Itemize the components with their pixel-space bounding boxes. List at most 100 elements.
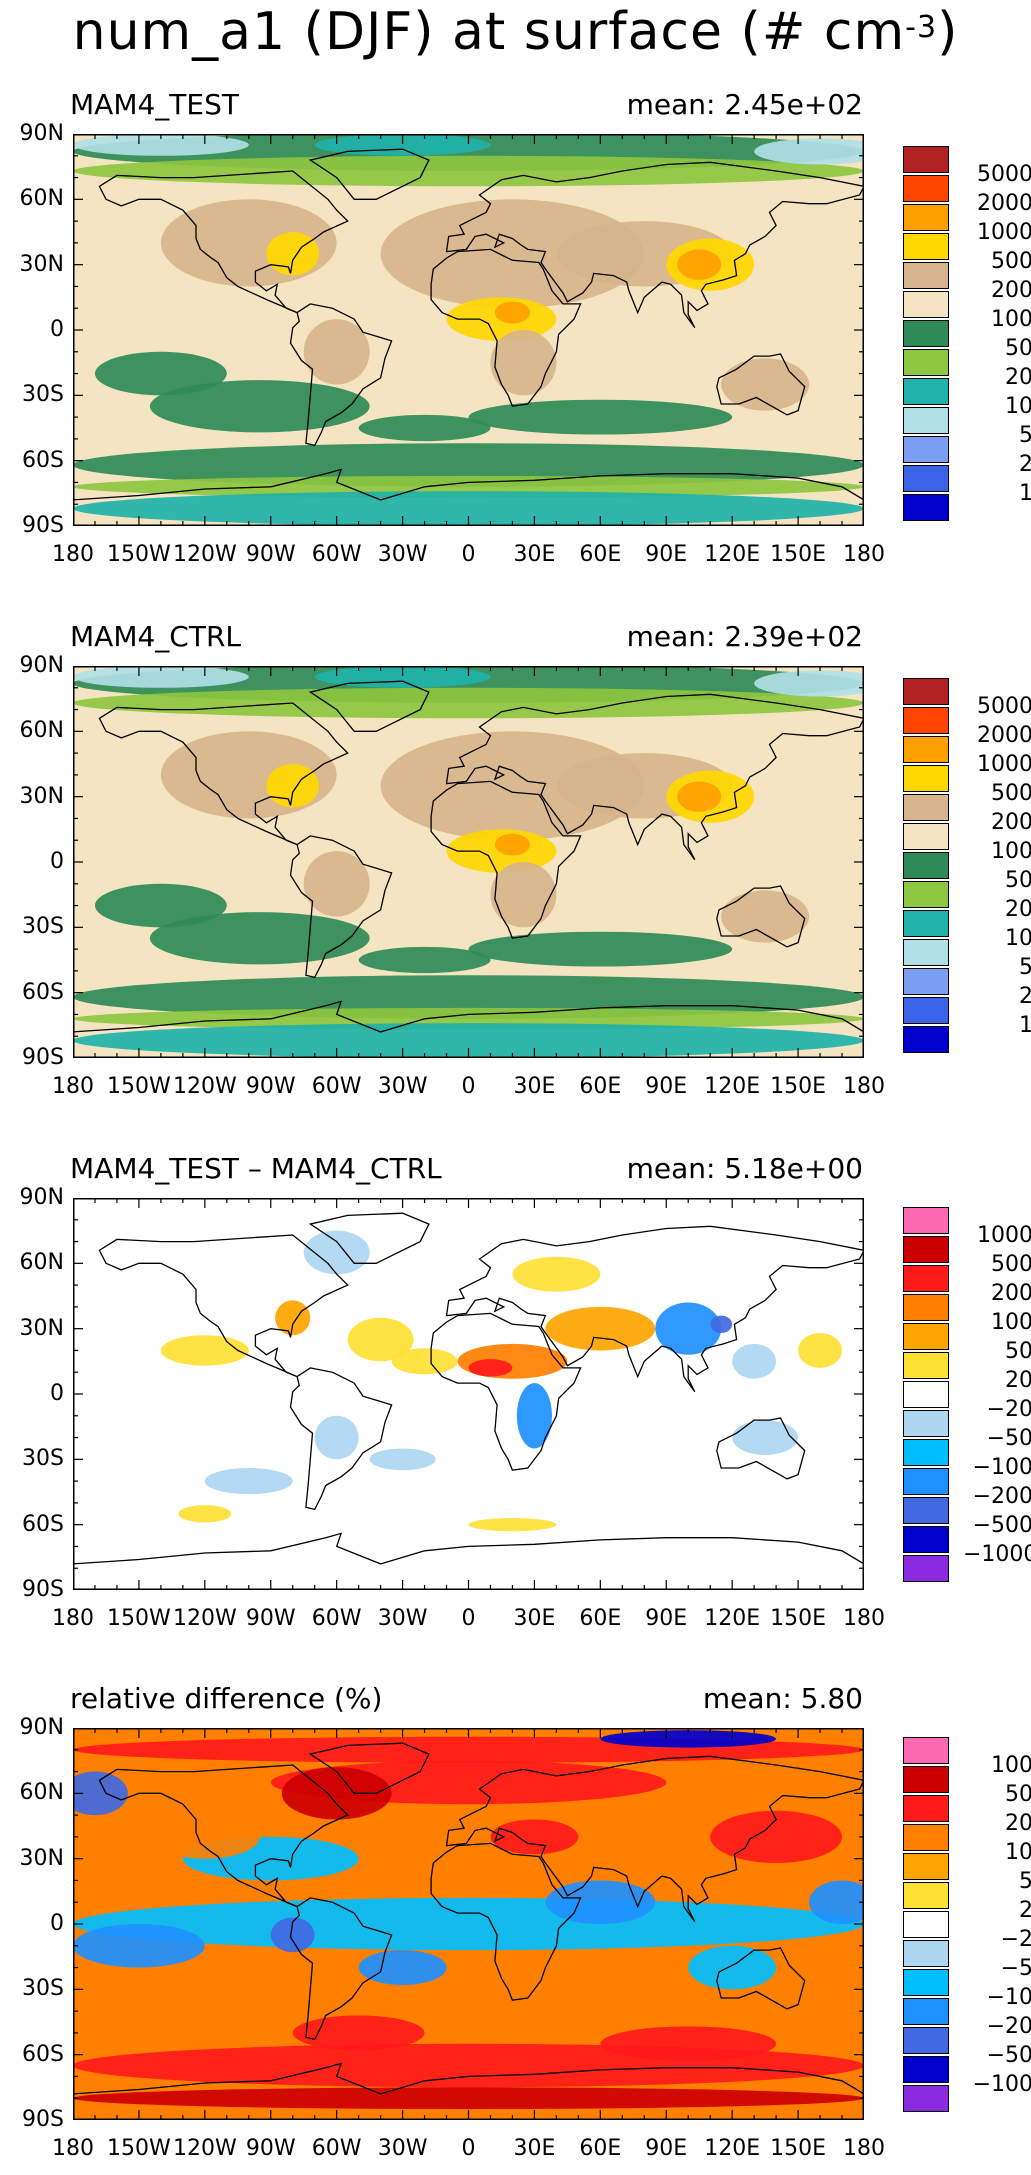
contour-region: [303, 851, 370, 917]
longitude-label: 90E: [645, 542, 688, 567]
contour-region: [303, 1230, 370, 1275]
legend-label: −2: [1000, 1927, 1031, 1952]
legend-swatch: [903, 1911, 949, 1938]
legend-label: 5: [1019, 955, 1031, 980]
legend-label: 50: [1005, 1782, 1031, 1807]
contour-region: [468, 399, 733, 435]
contour-region: [94, 883, 227, 928]
contour-region: [468, 1359, 513, 1377]
legend-label: 100: [991, 839, 1031, 864]
contour-region: [754, 138, 864, 165]
legend-swatch: [903, 852, 949, 879]
contour-region: [490, 1819, 579, 1855]
contour-region: [732, 1343, 777, 1379]
latitude-label: 90S: [22, 513, 64, 538]
legend-label: 1000: [977, 220, 1031, 245]
latitude-label: 30S: [22, 1446, 64, 1472]
longitude-label: 120E: [704, 2136, 761, 2161]
contour-region: [358, 1950, 447, 1985]
legend-label: 10: [1005, 926, 1031, 951]
longitude-label: 30W: [377, 1606, 428, 1631]
latitude-label: 60S: [22, 2041, 64, 2067]
contour-region: [516, 1383, 552, 1449]
contour-region: [303, 319, 370, 385]
contour-region: [468, 931, 733, 967]
legend-swatch: [903, 1766, 949, 1793]
contour-region: [677, 249, 722, 280]
contour-region: [204, 1468, 293, 1495]
contour-region: [94, 351, 227, 396]
contour-region: [677, 781, 722, 812]
latitude-label: 30N: [19, 1845, 64, 1871]
legend-swatch: [903, 233, 949, 260]
latitude-label: 30N: [19, 783, 64, 809]
panel-title: MAM4_TEST: [70, 88, 239, 121]
legend-swatch: [903, 678, 949, 705]
legend-swatch: [903, 262, 949, 289]
legend-label: 20: [1005, 897, 1031, 922]
legend-swatch: [903, 1969, 949, 1996]
latitude-label: 0: [50, 1911, 64, 1936]
legend-label: 5: [1019, 423, 1031, 448]
contour-region: [468, 1518, 557, 1532]
legend-label: 2000: [977, 191, 1031, 216]
coastline-greenland: [308, 148, 430, 200]
panel-title: relative difference (%): [70, 1682, 383, 1715]
longitude-label: 60E: [579, 1074, 622, 1099]
legend-swatch: [903, 436, 949, 463]
longitude-label: 60E: [579, 2136, 622, 2161]
contour-region: [545, 1306, 656, 1351]
coastline-australia: [716, 885, 806, 948]
legend-swatch: [903, 1526, 949, 1553]
contour-region: [358, 946, 491, 974]
longitude-label: 120E: [704, 542, 761, 567]
panel-title: MAM4_TEST – MAM4_CTRL: [70, 1152, 442, 1185]
map-area: [73, 1198, 864, 1590]
legend-label: 20: [1005, 365, 1031, 390]
legend-swatch: [903, 1737, 949, 1764]
legend-swatch: [903, 204, 949, 231]
coastline-australia: [716, 353, 806, 416]
legend-swatch: [903, 378, 949, 405]
longitude-label: 30E: [513, 2136, 556, 2161]
legend-swatch: [903, 349, 949, 376]
legend-swatch: [903, 1998, 949, 2025]
coastline-greenland: [308, 680, 430, 732]
latitude-label: 30S: [22, 1976, 64, 2002]
longitude-label: 30W: [377, 1074, 428, 1099]
legend-swatch: [903, 1468, 949, 1495]
contour-region: [494, 301, 531, 324]
legend-label: 500: [991, 249, 1031, 274]
panel-mean: mean: 2.45e+02: [626, 88, 863, 121]
legend-label: −50: [986, 2043, 1031, 2068]
latitude-label: 60S: [22, 979, 64, 1005]
contour-region: [73, 687, 864, 719]
longitude-label: 150W: [107, 1074, 171, 1099]
longitude-label: 150E: [770, 1074, 827, 1099]
coastline-south-america: [289, 303, 393, 447]
coastline-antarctica: [73, 1532, 864, 1590]
panel-mam4-ctrl: MAM4_CTRL mean: 2.39e+02 5000 2000 1000 500…: [0, 620, 1031, 1100]
legend-swatch: [903, 1381, 949, 1408]
legend-label: 5000: [977, 162, 1031, 187]
longitude-label: 60E: [579, 1606, 622, 1631]
legend-label: −50: [986, 1426, 1031, 1451]
panel-mean: mean: 5.18e+00: [626, 1152, 863, 1185]
latitude-label: 60N: [19, 718, 64, 744]
legend-swatch: [903, 881, 949, 908]
contour-region: [73, 1007, 864, 1030]
contour-region: [73, 443, 864, 487]
contour-region: [732, 1420, 799, 1455]
legend-label: 100: [991, 1310, 1031, 1335]
contour-region: [358, 414, 491, 442]
legend-swatch: [903, 1236, 949, 1263]
figure-title: num_a1 (DJF) at surface (# cm-3): [72, 2, 959, 62]
legend-label: 10: [1005, 1840, 1031, 1865]
legend-label: 100: [991, 307, 1031, 332]
coastline-australia: [716, 1947, 806, 2010]
legend-swatch: [903, 1853, 949, 1880]
contour-region: [149, 1815, 260, 1859]
legend-swatch: [903, 1294, 949, 1321]
longitude-label: 90E: [645, 1606, 688, 1631]
contour-region: [710, 1315, 733, 1334]
